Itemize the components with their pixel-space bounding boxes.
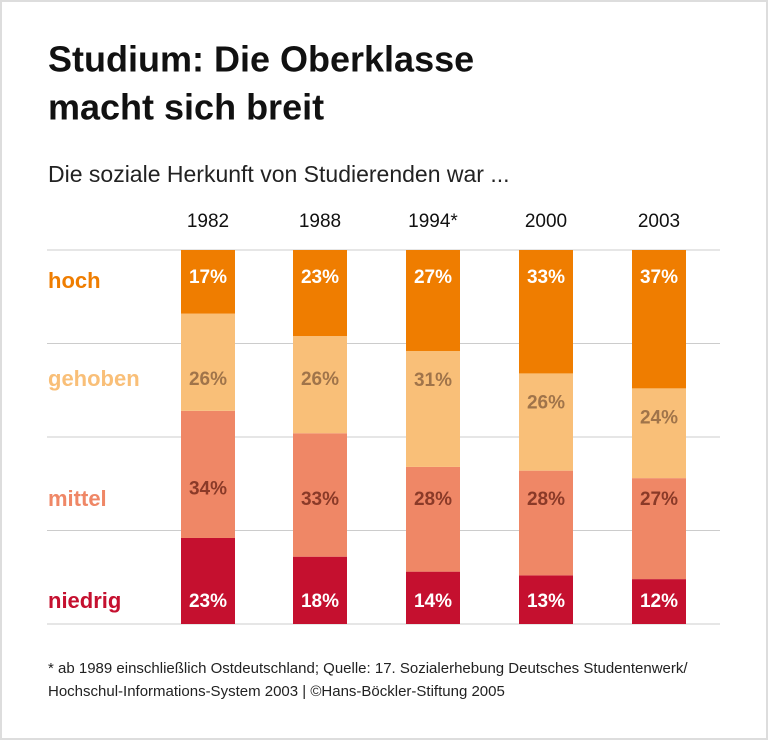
bar-segment (293, 250, 347, 337)
x-tick-label: 1988 (299, 211, 341, 232)
bar-segment (632, 388, 686, 479)
bar-segment (632, 579, 686, 624)
bar-segment (406, 350, 460, 467)
value-label: 26% (301, 369, 339, 390)
bar-segment (519, 470, 573, 576)
chart-title: Studium: Die Oberklasse (48, 39, 474, 80)
value-label: 31% (414, 370, 452, 391)
footnote: Hochschul-Informations-System 2003 | ©Ha… (48, 683, 505, 700)
value-label: 27% (640, 489, 678, 510)
bar-segment (632, 250, 686, 389)
x-tick-label: 1982 (187, 211, 229, 232)
bar-segment (181, 313, 235, 411)
value-label: 14% (414, 591, 452, 612)
value-label: 27% (414, 267, 452, 288)
value-label: 28% (414, 489, 452, 510)
value-label: 23% (301, 267, 339, 288)
x-tick-label: 2003 (638, 211, 680, 232)
bar-segment (519, 575, 573, 624)
legend-label: hoch (48, 268, 101, 293)
value-label: 28% (527, 489, 565, 510)
legend-label: gehoben (48, 366, 140, 391)
bar-segment (293, 556, 347, 624)
value-label: 23% (189, 591, 227, 612)
value-label: 34% (189, 478, 227, 499)
bar-segment (181, 537, 235, 624)
value-label: 26% (189, 369, 227, 390)
bar-segment (632, 478, 686, 580)
x-tick-label: 2000 (525, 211, 567, 232)
x-tick-label: 1994* (408, 211, 458, 232)
value-label: 18% (301, 591, 339, 612)
bar-segment (293, 336, 347, 434)
chart-subtitle: Die soziale Herkunft von Studierenden wa… (48, 161, 510, 187)
value-label: 17% (189, 267, 227, 288)
bar-segment (519, 250, 573, 374)
bar-segment (406, 250, 460, 351)
value-label: 13% (527, 591, 565, 612)
bar-segment (406, 466, 460, 572)
bar-segment (181, 250, 235, 314)
value-label: 24% (640, 407, 678, 428)
legend-label: mittel (48, 486, 107, 511)
footnote: * ab 1989 einschließlich Ostdeutschland;… (48, 660, 688, 677)
bar-segment (181, 410, 235, 538)
chart-title: macht sich breit (48, 87, 324, 128)
legend-label: niedrig (48, 588, 121, 613)
bar-segment (519, 373, 573, 471)
value-label: 12% (640, 591, 678, 612)
bar-segment (406, 571, 460, 624)
value-label: 33% (527, 267, 565, 288)
value-label: 33% (301, 489, 339, 510)
value-label: 37% (640, 267, 678, 288)
value-label: 26% (527, 392, 565, 413)
bar-segment (293, 433, 347, 557)
